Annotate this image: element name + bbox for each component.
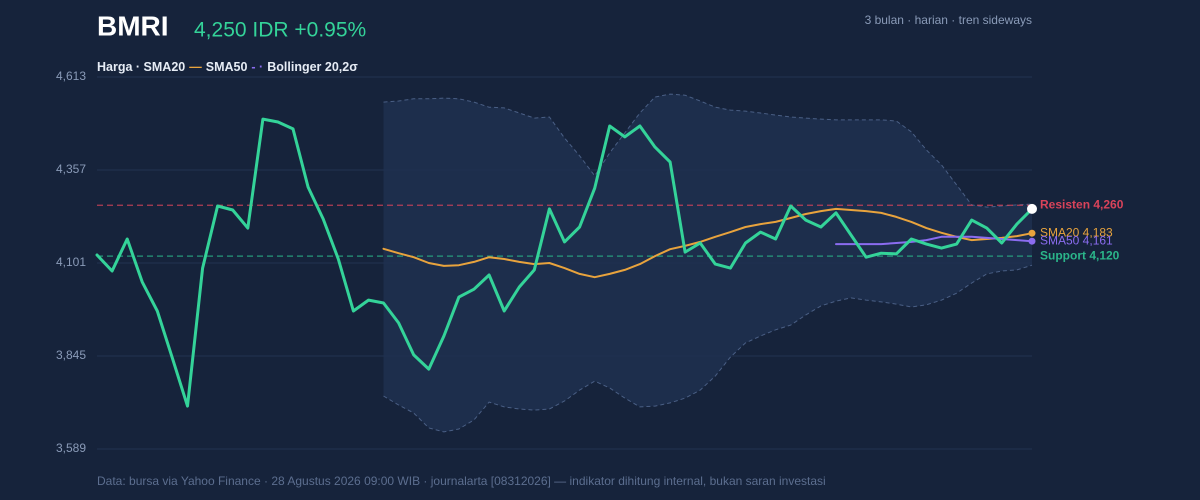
bollinger-upper [383,93,1033,208]
level-label: Support 4,120 [1040,248,1120,262]
y-tick-label: 4,613 [56,69,86,83]
subtitle: 3 bulan · harian · tren sideways [865,13,1032,27]
footer: Data: bursa via Yahoo Finance · 28 Agust… [97,474,826,488]
legend-entry: Bollinger 20,2σ [267,60,358,74]
price-label: 4,250 IDR +0.95% [194,19,366,42]
end-dot [1028,229,1036,237]
end-dot [1027,203,1037,214]
bollinger-lower [383,264,1033,433]
series-line [382,207,1033,279]
legend-entry: SMA50 [206,60,248,74]
end-label: SMA20 4,183 [1040,225,1113,239]
legend-entry: Harga · SMA20 [97,60,185,74]
end-dot [1028,237,1036,245]
level-label: Resisten 4,260 [1040,197,1124,211]
y-tick-label: 3,845 [56,348,86,362]
legend-entry: - · [251,60,263,74]
chart-title: BMRI [97,10,169,41]
y-tick-label: 4,101 [56,255,86,269]
end-label: SMA50 4,161 [1040,233,1113,247]
series-line [95,117,1034,408]
legend-entry: — [189,60,202,74]
legend: Harga · SMA20 — SMA50- · Bollinger 20,2σ [97,60,358,74]
bollinger-fill [383,94,1033,432]
y-tick-label: 3,589 [56,441,86,455]
y-tick-label: 4,357 [56,162,86,176]
